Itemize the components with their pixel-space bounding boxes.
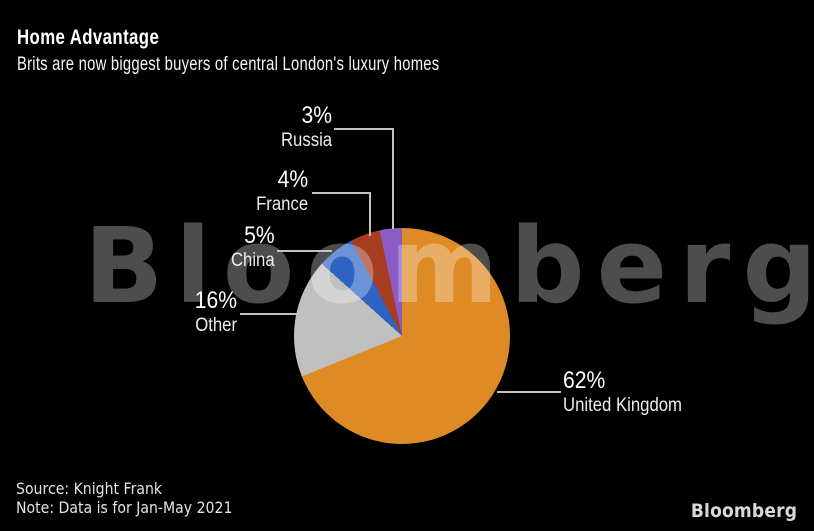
- note-text: Note: Data is for Jan-May 2021: [16, 498, 233, 517]
- chart-subtitle: Brits are now biggest buyers of central …: [17, 54, 440, 75]
- leader-line-united-kingdom: [497, 391, 561, 393]
- slice-name-united-kingdom: United Kingdom: [563, 395, 682, 416]
- slice-label-france: 4% France: [256, 167, 308, 216]
- leader-line-france-horizontal: [312, 192, 371, 194]
- slice-name-other: Other: [195, 315, 237, 336]
- slice-label-united-kingdom: 62% United Kingdom: [563, 368, 682, 417]
- slice-label-china: 5% China: [231, 223, 275, 272]
- slice-value-united-kingdom: 62%: [563, 367, 606, 394]
- slice-name-china: China: [231, 250, 275, 271]
- slice-name-france: France: [255, 194, 308, 215]
- leader-line-russia-horizontal: [334, 128, 394, 130]
- leader-line-other: [240, 313, 302, 315]
- source-text: Source: Knight Frank: [16, 479, 163, 498]
- bloomberg-logo: Bloomberg: [690, 500, 797, 522]
- leader-line-france-vertical: [369, 192, 371, 236]
- slice-value-other: 16%: [194, 287, 237, 314]
- slice-name-russia: Russia: [280, 130, 332, 151]
- slice-value-france: 4%: [277, 166, 308, 193]
- slice-label-russia: 3% Russia: [281, 103, 332, 152]
- bloomberg-watermark: Bloomberg: [84, 205, 814, 327]
- slice-value-china: 5%: [244, 222, 275, 249]
- leader-line-china: [277, 250, 332, 252]
- slice-label-other: 16% Other: [195, 288, 237, 337]
- chart-title: Home Advantage: [17, 26, 160, 49]
- pie-chart: [294, 228, 510, 444]
- leader-line-russia-vertical: [392, 128, 394, 229]
- slice-value-russia: 3%: [301, 102, 332, 129]
